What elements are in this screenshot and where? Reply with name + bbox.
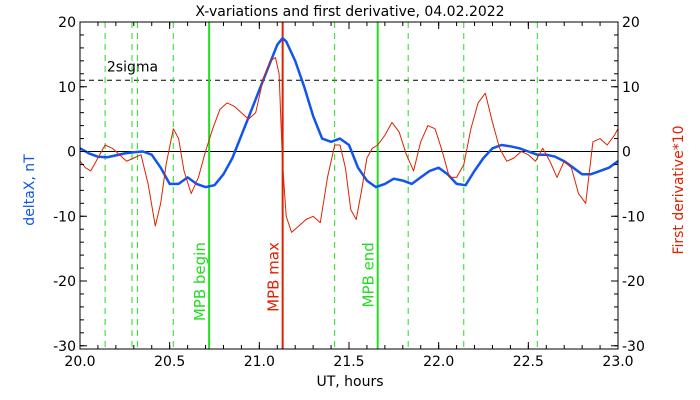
y-tick-label-right: 20 [622, 15, 640, 31]
x-axis-title: UT, hours [316, 374, 383, 390]
marker-label: MPB end [360, 242, 378, 307]
marker-label: MPB begin [191, 242, 209, 321]
y-axis-title-left: deltaX, nT [22, 154, 38, 226]
x-tick-label: 22.0 [423, 354, 454, 370]
x-tick-label: 21.0 [244, 354, 275, 370]
y-tick-label-right: 10 [622, 80, 640, 96]
y-tick-label-right: 0 [622, 145, 631, 161]
y-tick-label-left: 0 [67, 145, 76, 161]
y-tick-label-right: -20 [622, 274, 645, 290]
y-axis-title-right: First derivative*10 [671, 125, 687, 254]
series-line-derivative [79, 57, 619, 233]
series-line-deltax [79, 36, 619, 189]
x-tick-label: 20.0 [64, 354, 95, 370]
y-tick-label-right: -10 [622, 209, 645, 225]
x-tick-label: 20.5 [154, 354, 185, 370]
marker-label: MPB max [265, 242, 283, 312]
chart-title: X-variations and first derivative, 04.02… [195, 4, 504, 20]
y-tick-label-right: -30 [622, 339, 645, 355]
y-tick-label-left: -20 [53, 274, 76, 290]
y-tick-label-left: -30 [53, 339, 76, 355]
x-tick-label: 21.5 [333, 354, 364, 370]
x-tick-label: 22.5 [513, 354, 544, 370]
y-tick-label-left: -10 [53, 209, 76, 225]
y-tick-label-left: 10 [58, 80, 76, 96]
y-tick-label-left: 20 [58, 15, 76, 31]
x-tick-label: 23.0 [602, 354, 633, 370]
